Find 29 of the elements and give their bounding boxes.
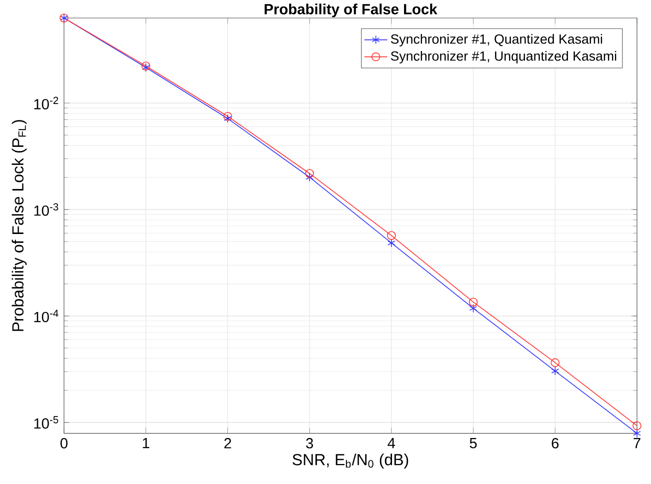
y-axis-title: Probability of False Lock (P$_{FL}$): [12, 120, 27, 331]
chart-title: Probability of False Lock: [264, 4, 438, 18]
x-tick-label: 0: [60, 438, 68, 448]
x-axis-title: SNR, E$_{b}$/N$_{0}$ (dB): [292, 454, 408, 468]
y-tick-label: 10$^{-5}$: [34, 416, 58, 429]
point: [306, 172, 314, 182]
point: [387, 231, 396, 240]
legend-label: Synchronizer #1, Quantized Kasami: [390, 34, 602, 46]
point: [633, 428, 641, 438]
x-tick-label: 2: [224, 438, 232, 448]
point: [469, 304, 478, 313]
x-tick-label: 4: [388, 438, 396, 448]
x-tick-label: 1: [142, 438, 150, 448]
y-tick-label: 10$^{-2}$: [34, 96, 58, 110]
x-tick-label: 3: [306, 438, 313, 448]
x-tick-label: 6: [552, 438, 559, 448]
legend-label: Synchronizer #1, Unquantized Kasami: [390, 50, 616, 64]
point: [551, 366, 559, 376]
x-tick-label: 7: [634, 438, 640, 448]
point: [388, 238, 396, 248]
x-tick-label: 5: [470, 438, 477, 448]
point: [305, 169, 314, 178]
point: [468, 298, 478, 306]
point: [632, 421, 642, 430]
point: [224, 114, 232, 123]
point: [550, 358, 560, 368]
y-tick-label: 10$^{-3}$: [34, 203, 58, 216]
y-tick-label: 10$^{-4}$: [34, 310, 58, 322]
point: [223, 112, 232, 121]
